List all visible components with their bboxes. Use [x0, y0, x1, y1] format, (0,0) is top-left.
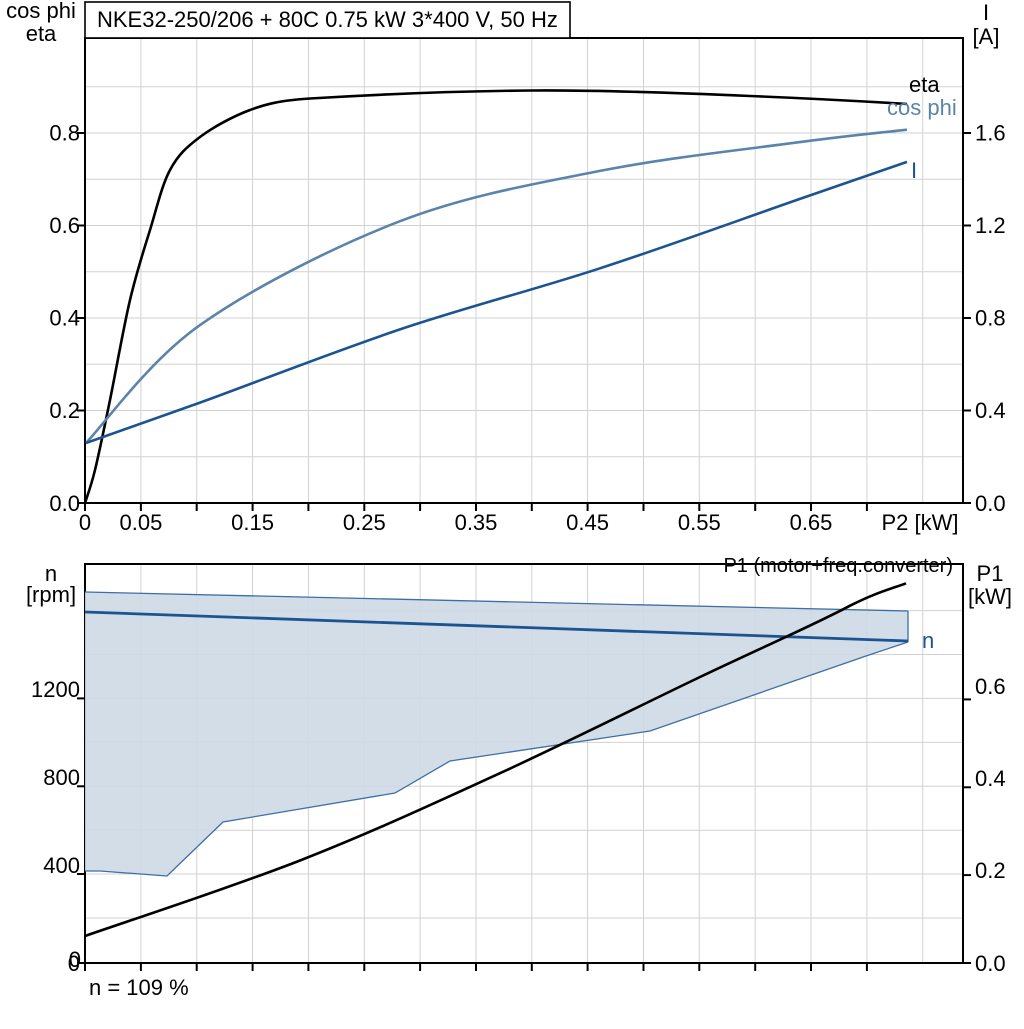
svg-text:cos phi: cos phi [6, 0, 76, 23]
svg-text:0.65: 0.65 [790, 510, 833, 535]
svg-text:cos phi: cos phi [887, 95, 957, 120]
svg-text:[A]: [A] [973, 24, 1000, 49]
svg-text:0.15: 0.15 [231, 510, 274, 535]
svg-text:I: I [911, 158, 917, 183]
svg-text:0.25: 0.25 [343, 510, 386, 535]
svg-text:0.0: 0.0 [975, 951, 1006, 976]
svg-text:400: 400 [43, 853, 80, 878]
svg-text:0: 0 [79, 510, 91, 535]
svg-text:eta: eta [26, 21, 57, 46]
svg-text:0.2: 0.2 [49, 398, 80, 423]
svg-text:n: n [922, 628, 934, 653]
svg-text:1.6: 1.6 [975, 121, 1006, 146]
svg-text:n = 109 %: n = 109 % [89, 975, 189, 1000]
svg-text:1200: 1200 [31, 677, 80, 702]
svg-text:0.35: 0.35 [455, 510, 498, 535]
svg-text:0.6: 0.6 [49, 213, 80, 238]
svg-text:0.4: 0.4 [975, 766, 1006, 791]
svg-text:[kW]: [kW] [968, 584, 1012, 609]
svg-text:0.0: 0.0 [975, 491, 1006, 516]
svg-text:0.05: 0.05 [119, 510, 162, 535]
svg-text:800: 800 [43, 765, 80, 790]
svg-text:0.4: 0.4 [49, 306, 80, 331]
svg-text:P1 (motor+freq.converter): P1 (motor+freq.converter) [723, 555, 953, 577]
svg-text:0.55: 0.55 [678, 510, 721, 535]
svg-text:0.0: 0.0 [49, 491, 80, 516]
svg-text:0: 0 [69, 947, 81, 972]
svg-text:1.2: 1.2 [975, 213, 1006, 238]
svg-text:0.6: 0.6 [975, 674, 1006, 699]
svg-text:P2 [kW]: P2 [kW] [881, 510, 958, 535]
svg-text:[rpm]: [rpm] [26, 582, 76, 607]
svg-text:0.8: 0.8 [975, 306, 1006, 331]
svg-text:eta: eta [909, 72, 940, 97]
svg-text:NKE32-250/206 + 80C 0.75 kW: NKE32-250/206 + 80C 0.75 kW 3*400 V, 50 … [97, 7, 558, 32]
svg-text:0.4: 0.4 [975, 398, 1006, 423]
svg-text:P1: P1 [977, 561, 1004, 586]
svg-text:0.8: 0.8 [49, 121, 80, 146]
svg-text:0.45: 0.45 [566, 510, 609, 535]
svg-text:0.2: 0.2 [975, 858, 1006, 883]
svg-text:I: I [983, 0, 989, 25]
